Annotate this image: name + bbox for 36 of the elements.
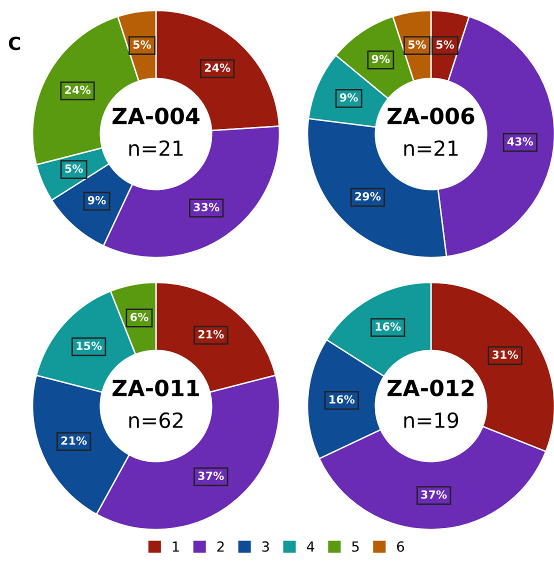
data-label: 24% (204, 64, 230, 72)
data-label: 5% (133, 40, 152, 49)
data-label: 9% (372, 54, 390, 64)
data-label: 6% (130, 312, 148, 322)
data-label: 33% (194, 202, 220, 212)
data-label: 5% (436, 40, 454, 49)
legend-label: 3 (262, 541, 269, 552)
text: C (8, 36, 20, 50)
data-label: 29% (355, 192, 381, 201)
data-label: 24% (65, 86, 90, 94)
data-label: 21% (198, 330, 224, 338)
data-label: 43% (507, 137, 534, 146)
data-label: 16% (376, 322, 401, 331)
legend-label: 5 (352, 541, 359, 552)
data-label: 37% (421, 490, 447, 499)
text: ZA-004 (112, 108, 200, 124)
legend-label: 1 (172, 541, 179, 552)
text: n=62 (129, 412, 182, 428)
data-label: 16% (330, 395, 355, 404)
text: n=21 (129, 140, 183, 156)
data-label: 9% (340, 93, 358, 102)
data-label: 31% (492, 350, 518, 359)
legend-label: 4 (306, 541, 314, 552)
data-label: 5% (408, 40, 426, 49)
text: ZA-006 (388, 108, 474, 124)
text: ZA-011 (112, 380, 199, 396)
data-label: 15% (76, 342, 102, 350)
text: n=21 (404, 140, 458, 156)
data-label: 37% (198, 472, 224, 480)
text: n=19 (404, 412, 458, 428)
data-label: 9% (88, 196, 106, 204)
text: ZA-012 (388, 380, 474, 396)
legend-label: 2 (217, 541, 224, 552)
legend-label: 6 (397, 541, 404, 552)
data-label: 5% (65, 164, 83, 173)
data-label: 21% (61, 436, 87, 445)
